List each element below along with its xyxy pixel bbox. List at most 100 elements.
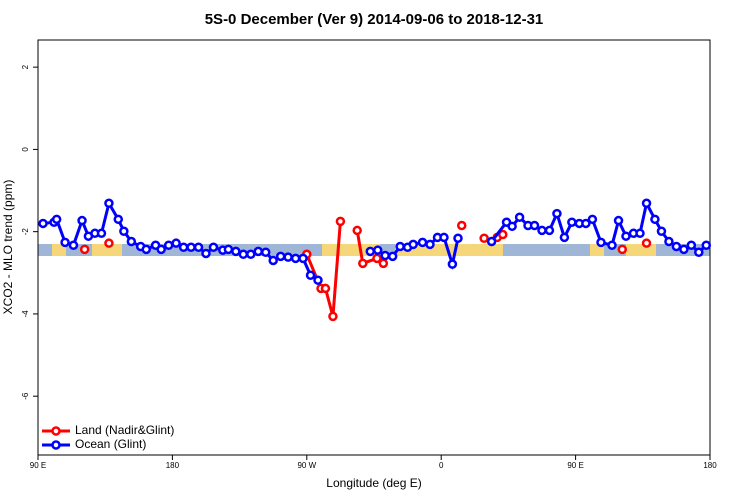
point	[365, 246, 376, 257]
point	[621, 231, 631, 241]
point	[567, 217, 577, 227]
point	[163, 240, 174, 250]
point	[298, 253, 308, 264]
point	[60, 237, 70, 248]
point	[96, 228, 107, 239]
point	[641, 198, 652, 209]
point	[537, 225, 547, 236]
point	[320, 283, 331, 294]
point	[113, 214, 124, 225]
point	[238, 249, 249, 260]
point	[417, 237, 428, 248]
point	[380, 250, 390, 261]
point	[378, 258, 389, 269]
legend-label: Ocean (Glint)	[75, 437, 146, 451]
point	[260, 247, 271, 257]
point	[171, 238, 181, 248]
point	[581, 218, 591, 229]
point	[650, 214, 660, 225]
x-tick-label: 90 E	[30, 461, 46, 470]
y-tick-label: 0	[21, 147, 30, 152]
y-tick-label: 2	[21, 64, 30, 69]
point	[305, 270, 316, 281]
point	[552, 208, 562, 219]
point	[79, 244, 90, 255]
legend-label: Land (Nadir&Glint)	[75, 423, 174, 437]
x-tick-label: 90 E	[567, 461, 583, 470]
legend-marker	[51, 440, 61, 450]
point	[456, 220, 467, 231]
point	[126, 236, 137, 247]
point	[664, 236, 674, 247]
y-tick-label: -2	[21, 228, 30, 236]
point	[671, 241, 682, 252]
point	[38, 218, 48, 229]
point	[617, 244, 628, 255]
point	[559, 232, 570, 243]
point	[679, 244, 689, 255]
point	[119, 226, 129, 237]
point	[514, 212, 525, 223]
point	[596, 237, 606, 248]
point	[372, 245, 383, 255]
point	[335, 216, 346, 227]
point	[283, 252, 293, 262]
y-tick-label: -6	[21, 392, 30, 400]
point	[313, 275, 323, 285]
point	[607, 240, 617, 250]
point	[156, 244, 166, 255]
point	[141, 244, 152, 255]
point	[507, 221, 517, 232]
point	[104, 238, 114, 248]
point	[208, 242, 219, 253]
point	[246, 249, 256, 260]
point	[498, 229, 508, 240]
point	[186, 242, 196, 253]
point	[268, 255, 278, 266]
x-tick-label: 90 W	[297, 461, 316, 470]
point	[372, 253, 382, 264]
x-tick-label: 0	[439, 461, 444, 470]
point	[479, 233, 489, 243]
point	[201, 248, 211, 259]
point	[51, 214, 62, 225]
x-tick-label: 180	[166, 461, 180, 470]
point	[290, 253, 301, 264]
point	[544, 225, 555, 236]
point	[77, 215, 87, 226]
point	[253, 246, 264, 257]
point	[439, 232, 449, 243]
point	[587, 214, 598, 225]
point	[352, 225, 362, 236]
x-tick-label: 180	[703, 461, 717, 470]
point	[395, 241, 405, 252]
point	[613, 215, 624, 226]
point	[387, 251, 398, 262]
point	[425, 239, 435, 250]
point	[193, 242, 204, 253]
point	[408, 239, 418, 250]
point	[635, 228, 645, 239]
point	[231, 246, 241, 257]
point	[358, 258, 368, 269]
point	[328, 311, 338, 322]
y-axis-label: XCO2 - MLO trend (ppm)	[1, 180, 15, 315]
point	[486, 236, 497, 247]
x-axis-label: Longitude (deg E)	[326, 476, 421, 490]
y-tick-label: -4	[21, 310, 30, 318]
point	[701, 240, 712, 250]
point	[275, 251, 286, 262]
chart-title: 5S-0 December (Ver 9) 2014-09-06 to 2018…	[205, 11, 544, 28]
point	[641, 238, 652, 248]
point	[104, 198, 114, 209]
series-line	[305, 221, 342, 317]
point	[694, 247, 704, 257]
point	[686, 240, 697, 250]
point	[223, 244, 234, 255]
point	[529, 220, 540, 231]
point	[68, 240, 79, 250]
point	[178, 242, 189, 253]
point	[453, 233, 463, 243]
point	[447, 259, 458, 269]
